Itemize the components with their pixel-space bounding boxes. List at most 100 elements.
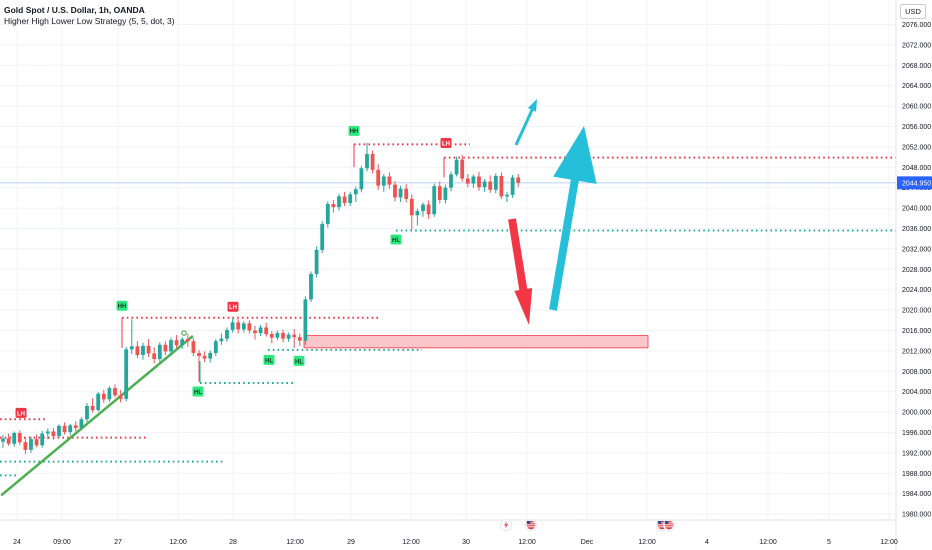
time-tick-label-8: 30 — [462, 539, 470, 546]
candle-58 — [325, 201, 330, 228]
candle-53 — [297, 333, 302, 346]
candle-56 — [314, 246, 319, 278]
candle-body — [516, 177, 521, 183]
price-tick-label-18: 2052.000 — [902, 144, 931, 151]
current-price-label: 2044.950 — [902, 180, 931, 187]
candle-body — [505, 194, 509, 197]
swing-label-lh-2: LH — [227, 301, 239, 312]
symbol-title[interactable]: Gold Spot / U.S. Dollar, 1h, OANDA — [4, 5, 145, 15]
candle-body — [337, 196, 341, 208]
candle-body — [101, 393, 106, 400]
candle-body — [57, 425, 61, 437]
candle-body — [253, 330, 257, 334]
candle-body — [342, 196, 347, 203]
economic-events[interactable] — [500, 519, 675, 531]
candle-body — [73, 425, 78, 428]
candle-body — [281, 333, 285, 339]
event-flag-stripe — [527, 526, 535, 528]
swing-label-hl-7: HL — [390, 234, 402, 245]
candle-16 — [90, 398, 95, 413]
candle-40 — [225, 327, 229, 342]
candle-body — [152, 353, 157, 360]
candle-body — [236, 322, 241, 330]
time-tick-label-10: Dec — [581, 539, 594, 546]
candle-24 — [135, 341, 140, 359]
candle-55 — [309, 271, 313, 302]
candle-body — [146, 345, 151, 354]
candle-body — [185, 339, 190, 342]
projection-arrows[interactable] — [508, 99, 597, 325]
indicator-legend[interactable]: Higher High Lower Low Strategy (5, 5, do… — [4, 16, 175, 26]
candle-62 — [348, 191, 353, 207]
swing-label-bg — [192, 386, 204, 397]
candle-31 — [174, 335, 179, 349]
candle-body — [460, 159, 465, 179]
grid-lines — [0, 0, 896, 520]
candle-49 — [275, 330, 280, 341]
candle-body — [409, 198, 414, 216]
candle-70 — [393, 181, 397, 202]
candle-77 — [432, 183, 437, 217]
candle-13 — [73, 421, 78, 432]
candle-body — [12, 433, 17, 444]
down-projection-arrow — [508, 218, 533, 325]
candle-89 — [499, 172, 504, 199]
time-tick-label-6: 29 — [347, 539, 355, 546]
candle-33 — [185, 334, 190, 347]
supply-zone[interactable] — [303, 335, 649, 349]
candle-84 — [471, 174, 476, 188]
swing-label-bg — [116, 300, 128, 311]
candle-46 — [258, 324, 263, 337]
swing-label-hl-4: HL — [263, 354, 275, 365]
candle-50 — [281, 329, 285, 343]
candle-body — [174, 340, 179, 346]
candle-body — [208, 352, 213, 359]
candle-body — [23, 442, 28, 450]
up-projection-arrow-small — [514, 99, 537, 146]
candle-25 — [141, 342, 145, 360]
candle-body — [482, 181, 487, 188]
candle-body — [6, 438, 11, 444]
time-tick-label-1: 09:00 — [53, 539, 71, 546]
candle-44 — [247, 320, 252, 334]
candle-body — [325, 204, 330, 224]
event-lightning-icon — [500, 519, 512, 531]
candle-88 — [493, 173, 498, 194]
candle-92 — [516, 173, 521, 188]
candle-body — [426, 204, 431, 215]
currency-button[interactable]: USD — [900, 4, 926, 19]
time-tick-label-4: 28 — [229, 539, 237, 546]
candle-body — [432, 186, 437, 215]
swing-label-text: HH — [118, 304, 127, 310]
candle-body — [113, 388, 117, 396]
price-axis[interactable]: 1980.000 1984.000 1988.000 1992.000 1996.000… — [895, 0, 932, 550]
candle-body — [275, 333, 280, 338]
candle-9 — [51, 427, 56, 440]
time-tick-label-13: 12:00 — [759, 539, 777, 546]
lightning-icon — [504, 521, 509, 529]
candle-87 — [488, 175, 493, 193]
candle-body — [129, 346, 134, 350]
candle-7 — [40, 430, 45, 448]
swing-labels: LH HH LH HL HL HL HH HL LH — [15, 125, 452, 418]
swing-label-hl-3: HL — [192, 386, 204, 397]
price-tick-label-15: 2040.000 — [902, 206, 931, 213]
candle-body — [180, 339, 185, 346]
candle-body — [62, 425, 67, 432]
swing-label-bg — [440, 138, 452, 149]
price-tick-label-24: 2076.000 — [902, 22, 931, 29]
candle-body — [465, 178, 470, 184]
candle-14 — [79, 417, 84, 431]
candle-body — [454, 159, 459, 175]
candle-23 — [129, 319, 134, 354]
candle-72 — [404, 184, 409, 203]
trendline[interactable] — [0, 330, 194, 496]
candle-34 — [191, 337, 196, 356]
candle-body — [141, 345, 145, 355]
candle-body — [90, 405, 95, 411]
time-axis[interactable]: 24 09:00 27 12:00 28 12:00 29 12:00 30 12:00 Dec 12… — [0, 519, 898, 546]
swing-label-lh-0: LH — [15, 407, 27, 418]
trendline-line — [0, 335, 194, 496]
time-tick-label-7: 12:00 — [402, 539, 420, 546]
